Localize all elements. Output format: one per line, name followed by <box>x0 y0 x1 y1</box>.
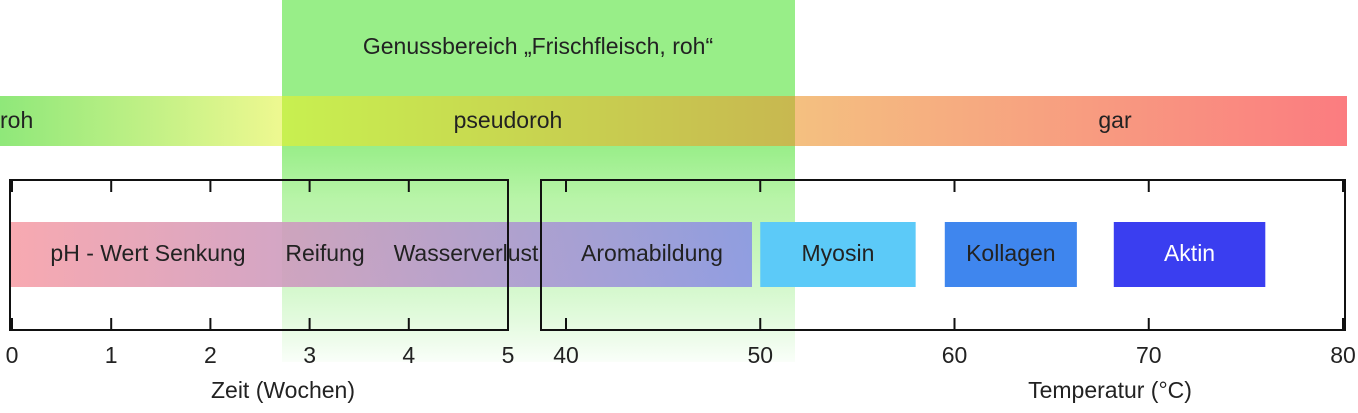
tick-label: 60 <box>942 342 968 368</box>
tick-label: 70 <box>1136 342 1162 368</box>
process-label: Reifung <box>285 240 364 266</box>
band-label: roh <box>0 107 33 133</box>
tick-label: 5 <box>502 342 515 368</box>
band-label: gar <box>1098 107 1132 133</box>
temperature-box <box>540 179 1346 331</box>
band-label: pseudoroh <box>454 107 563 133</box>
denaturation-label: Kollagen <box>966 240 1056 266</box>
tick-label: 2 <box>204 342 217 368</box>
denaturation-bar <box>944 222 1077 287</box>
process-label: Wasserverlust <box>394 240 539 266</box>
process-bar <box>10 222 752 287</box>
denaturation-label: Aktin <box>1164 240 1215 266</box>
time-box <box>9 179 509 331</box>
tick-label: 4 <box>402 342 415 368</box>
tick-label: 1 <box>105 342 118 368</box>
process-label: Aromabildung <box>581 240 723 266</box>
axis-label: Temperatur (°C) <box>1028 377 1192 403</box>
zone-title: Genussbereich „Frischfleisch, roh“ <box>363 33 713 59</box>
tick-label: 3 <box>303 342 316 368</box>
axis-label: Zeit (Wochen) <box>211 377 355 403</box>
process-label: pH - Wert Senkung <box>50 240 245 266</box>
tick-label: 0 <box>6 342 19 368</box>
band-raw <box>0 96 282 146</box>
band-pseudoraw <box>282 96 795 146</box>
denaturation-bar <box>1113 222 1266 287</box>
denaturation-bar <box>760 222 916 287</box>
tick-label: 40 <box>553 342 579 368</box>
tick-label: 80 <box>1330 342 1356 368</box>
denaturation-label: Myosin <box>802 240 875 266</box>
band-cooked <box>795 96 1347 146</box>
tick-label: 50 <box>747 342 773 368</box>
